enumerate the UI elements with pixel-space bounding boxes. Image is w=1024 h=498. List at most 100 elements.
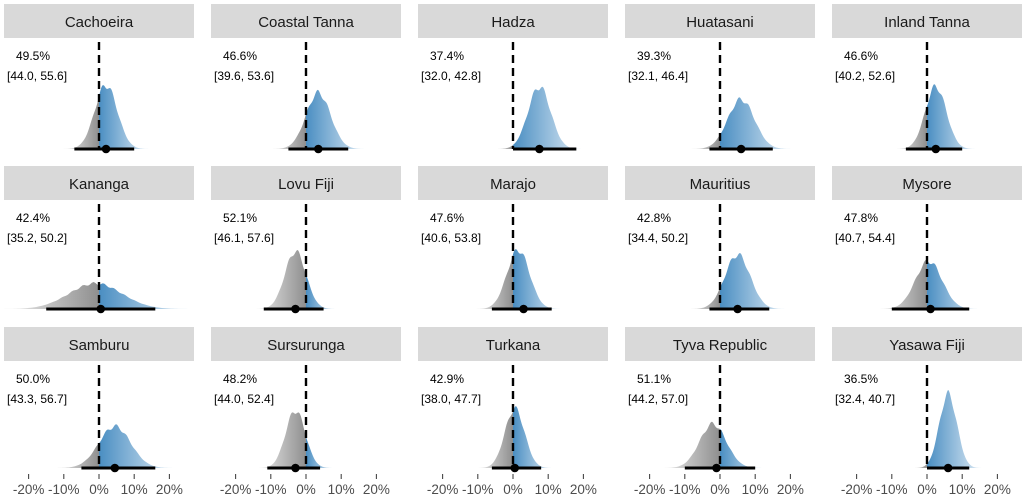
facet-strip-label: Hadza [491,14,535,31]
x-tick-label: 20% [363,482,390,497]
density-area [891,84,981,149]
facet-strip [4,4,194,38]
interval-label: [44.0, 52.4] [214,392,274,406]
facet-panel: Tyva Republic 51.1% [44.2, 57.0] [625,327,815,473]
percent-label: 50.0% [16,372,50,386]
facet-strip [418,327,608,361]
point-estimate [926,304,935,314]
facet-strip [625,4,815,38]
facet-strip-label: Huatasani [686,14,754,31]
x-tick-label: -20% [220,482,252,497]
facet-strip [625,166,815,200]
facet-strip [625,327,815,361]
facet-strip [4,166,194,200]
facet-panel: Coastal Tanna 46.6% [39.6, 53.6] [211,4,401,154]
facet-panel: Mysore 47.8% [40.7, 54.4] [832,166,1022,314]
density-area [254,412,337,468]
facet-strip-label: Inland Tanna [884,14,970,31]
density-area [492,86,587,149]
facet-panel: Mauritius 42.8% [34.4, 50.2] [625,166,815,314]
facet-panel: Hadza 37.4% [32.0, 42.8] [418,4,608,154]
density-area [872,259,985,309]
x-tick-label: 10% [121,482,148,497]
percent-label: 42.4% [16,211,50,225]
density-area [251,250,340,309]
x-tick-label: 0% [917,482,937,497]
percent-label: 52.1% [223,211,257,225]
x-tick-label: 20% [984,482,1011,497]
x-axes: -20% -10% 0% 10% 20% -20% -10% 0% 10% 20% -20% -10%… [13,474,1011,497]
x-tick-label: -10% [255,482,287,497]
point-estimate [733,304,742,314]
point-estimate [510,463,520,473]
point-estimate [96,304,106,314]
x-tick-label: -10% [876,482,908,497]
facet-panel: Samburu 50.0% [43.3, 56.7] [4,327,194,473]
x-tick-label: 20% [156,482,183,497]
facet-panel: Yasawa Fiji 36.5% [32.4, 40.7] [832,327,1022,473]
facet-strip [418,166,608,200]
facet-panel: Inland Tanna 46.6% [40.2, 52.6] [832,4,1022,154]
facet-strip-label: Marajo [490,176,536,193]
percent-label: 49.5% [16,49,50,63]
percent-label: 42.8% [637,211,671,225]
density-area [684,97,798,149]
facet-strip-label: Lovu Fiji [278,176,334,193]
point-estimate [291,463,300,473]
point-estimate [535,144,544,154]
point-estimate [736,144,746,154]
interval-label: [32.4, 40.7] [835,392,895,406]
point-estimate [943,463,953,473]
interval-label: [43.3, 56.7] [7,392,67,406]
facet-strip-label: Samburu [69,337,130,354]
point-estimate [712,463,721,473]
facet-strip [211,166,401,200]
density-area [911,390,986,468]
interval-label: [34.4, 50.2] [628,231,688,245]
facet-strip-label: Mauritius [690,176,751,193]
facet-panel: Huatasani 39.3% [32.1, 46.4] [625,4,815,154]
point-estimate [101,144,111,154]
interval-label: [40.6, 53.8] [421,231,481,245]
facet-panel: Turkana 42.9% [38.0, 47.7] [418,327,608,473]
interval-label: [35.2, 50.2] [7,231,67,245]
facet-panel: Sursurunga 48.2% [44.0, 52.4] [211,327,401,473]
density-area [470,249,566,309]
facet-strip [832,327,1022,361]
interval-label: [40.7, 54.4] [835,231,895,245]
percent-label: 48.2% [223,372,257,386]
density-area [266,89,371,149]
facet-strip [211,327,401,361]
x-tick-label: 10% [949,482,976,497]
facet-strip [832,4,1022,38]
density-area [48,424,182,468]
x-tick-label: 20% [777,482,804,497]
x-axis: -20% -10% 0% 10% 20% [220,474,390,497]
x-tick-label: -20% [427,482,459,497]
percent-label: 39.3% [637,49,671,63]
interval-label: [46.1, 57.6] [214,231,274,245]
density-area [0,282,207,309]
facet-panel: Cachoeira 49.5% [44.0, 55.6] [4,4,194,154]
facet-panel: Lovu Fiji 52.1% [46.1, 57.6] [211,166,401,314]
x-tick-label: 20% [570,482,597,497]
percent-label: 46.6% [223,49,257,63]
x-tick-label: 10% [535,482,562,497]
point-estimate [314,144,323,154]
x-axis: -20% -10% 0% 10% 20% [841,474,1011,497]
x-tick-label: -10% [462,482,494,497]
x-tick-label: -10% [48,482,80,497]
facet-strip-label: Cachoeira [65,14,134,31]
facet-strip-label: Yasawa Fiji [889,337,965,354]
x-tick-label: -20% [13,482,45,497]
facet-strip [4,327,194,361]
interval-label: [39.6, 53.6] [214,69,274,83]
point-estimate [931,144,941,154]
x-tick-label: -20% [634,482,666,497]
x-tick-label: 0% [296,482,316,497]
x-tick-label: 0% [503,482,523,497]
density-area [58,85,154,149]
x-tick-label: 0% [89,482,109,497]
x-tick-label: 10% [328,482,355,497]
